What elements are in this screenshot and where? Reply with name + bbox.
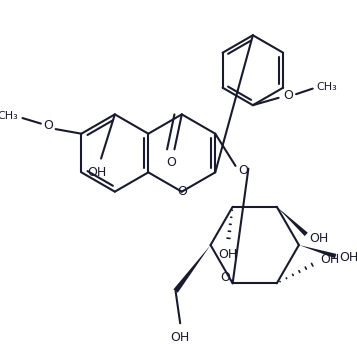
Text: O: O [283,90,293,103]
Polygon shape [174,245,211,293]
Polygon shape [299,245,336,258]
Text: O: O [220,271,230,284]
Text: O: O [166,156,176,169]
Text: OH: OH [218,248,238,261]
Text: OH: OH [339,251,357,264]
Text: OH: OH [321,253,340,266]
Text: OH: OH [310,232,329,245]
Text: CH₃: CH₃ [0,111,18,121]
Text: OH: OH [171,330,190,344]
Text: OH: OH [87,166,106,179]
Text: O: O [177,185,187,198]
Polygon shape [277,207,308,236]
Text: O: O [43,119,53,132]
Text: O: O [238,164,248,177]
Text: CH₃: CH₃ [316,82,337,92]
